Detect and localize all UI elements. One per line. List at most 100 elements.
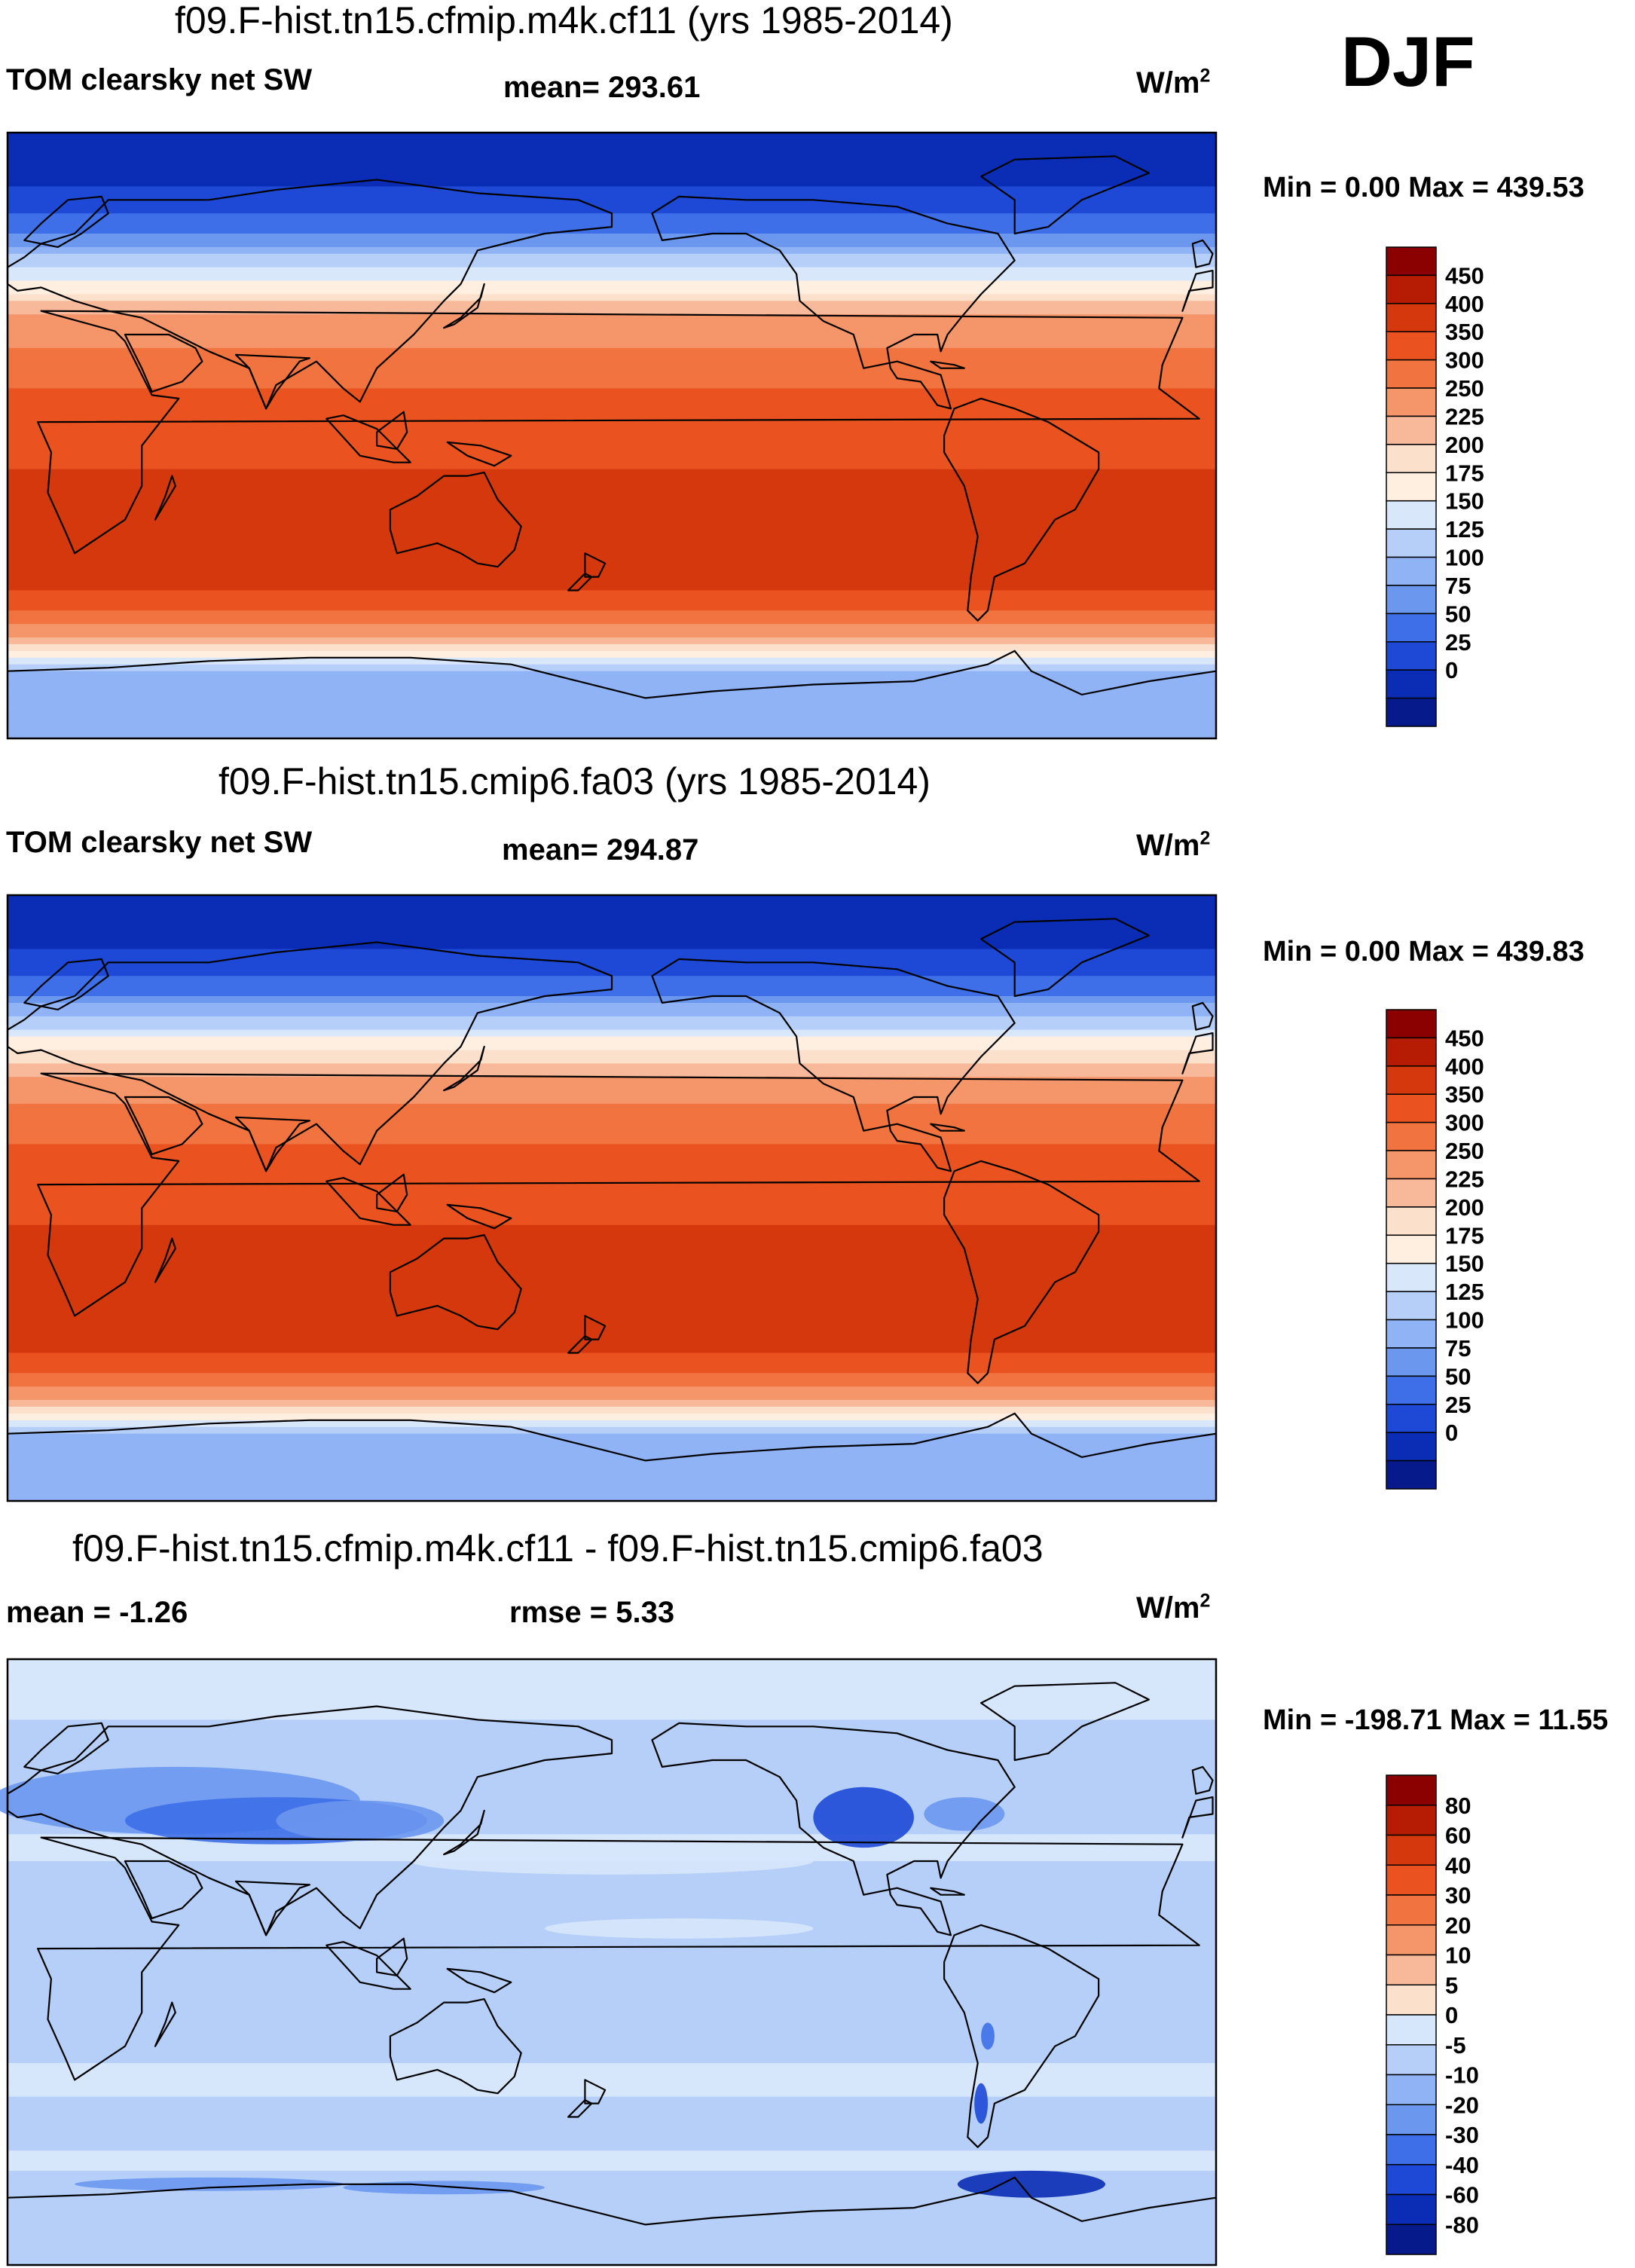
colorbar-swatch [1386, 1234, 1437, 1264]
zonal-band [8, 145, 1216, 154]
zonal-band [8, 1090, 1216, 1098]
zonal-band [8, 536, 1216, 544]
zonal-band [8, 1447, 1216, 1455]
zonal-band [8, 1406, 1216, 1414]
map2-coastline-4 [23, 958, 109, 1010]
map2-coastline-5 [234, 1116, 311, 1172]
zonal-band [8, 436, 1216, 443]
zonal-band [8, 684, 1216, 692]
zonal-band [8, 1968, 1216, 1976]
map3-coastline-4 [23, 1722, 109, 1774]
zonal-band [8, 455, 1216, 463]
zonal-band [8, 2218, 1216, 2225]
zonal-band [8, 1827, 1216, 1835]
panel1-title: f09.F-hist.tn15.cfmip.m4k.cf11 (yrs 1985… [175, 0, 953, 41]
panel3-rmse: rmse = 5.33 [509, 1596, 675, 1629]
zonal-band [8, 2096, 1216, 2104]
zonal-band [8, 1699, 1216, 1707]
zonal-band [8, 448, 1216, 457]
colorbar-tick-label: 100 [1445, 545, 1484, 571]
zonal-band [8, 922, 1216, 930]
zonal-band [8, 173, 1216, 181]
zonal-band [8, 1908, 1216, 1916]
panel2-units: W/m2 [1136, 829, 1210, 863]
colorbar-swatch [1386, 472, 1437, 502]
zonal-band [8, 1339, 1216, 1347]
zonal-band [8, 294, 1216, 301]
zonal-band [8, 1002, 1216, 1010]
zonal-band [8, 530, 1216, 537]
zonal-band [8, 523, 1216, 530]
anomaly-region [75, 2177, 344, 2191]
colorbar-swatch [1386, 1206, 1437, 1236]
map1-coastline-9 [443, 283, 485, 329]
colorbar-tick-label: 0 [1445, 2002, 1458, 2028]
zonal-band [8, 2238, 1216, 2245]
zonal-band [8, 307, 1216, 315]
zonal-band [8, 166, 1216, 174]
zonal-band [8, 718, 1216, 726]
zonal-band [8, 563, 1216, 571]
map1-coastline-14 [980, 155, 1150, 235]
zonal-band [8, 1753, 1216, 1761]
colorbar-swatch [1386, 415, 1437, 445]
zonal-band [8, 1332, 1216, 1340]
panel2-title: f09.F-hist.tn15.cmip6.fa03 (yrs 1985-201… [219, 760, 931, 802]
zonal-band [8, 549, 1216, 558]
zonal-band [8, 1780, 1216, 1788]
zonal-band [8, 2083, 1216, 2091]
map2-coastline-12 [567, 1335, 593, 1354]
colorbar-swatch [1386, 2193, 1437, 2225]
zonal-band [8, 1029, 1216, 1038]
zonal-band [8, 1157, 1216, 1165]
zonal-band [8, 301, 1216, 308]
zonal-band [8, 650, 1216, 659]
map2-coastline-0 [37, 1072, 1200, 1317]
map1-coastline-3 [124, 333, 203, 393]
map3-coastline-3 [124, 1860, 203, 1919]
colorbar-tick-label: -10 [1445, 2062, 1479, 2089]
panel1-minmax: Min = 0.00 Max = 439.53 [1263, 172, 1585, 203]
zonal-band [8, 1834, 1216, 1842]
colorbar-swatch [1386, 500, 1437, 530]
map3-coastline-14 [980, 1682, 1150, 1762]
map2-coastline-15 [943, 1160, 1100, 1384]
zonal-band [8, 139, 1216, 147]
zonal-band [8, 624, 1216, 631]
zonal-band [8, 2211, 1216, 2219]
zonal-band [8, 698, 1216, 705]
zonal-band [8, 1901, 1216, 1909]
zonal-band [8, 1325, 1216, 1334]
zonal-band [8, 556, 1216, 564]
map2-coastline-6 [325, 1177, 411, 1226]
zonal-band [8, 1881, 1216, 1889]
colorbar-tick-label: 20 [1445, 1912, 1471, 1939]
zonal-band [8, 543, 1216, 551]
zonal-band [8, 677, 1216, 686]
colorbar-tick-label: 300 [1445, 1110, 1484, 1136]
zonal-band [8, 1380, 1216, 1387]
zonal-band [8, 1814, 1216, 1821]
zonal-band [8, 1373, 1216, 1380]
zonal-band [8, 1719, 1216, 1727]
zonal-band [8, 1686, 1216, 1694]
zonal-band [8, 1915, 1216, 1922]
colorbar-tick-label: 0 [1445, 657, 1458, 683]
colorbar-swatch [1386, 2044, 1437, 2076]
zonal-band [8, 328, 1216, 335]
colorbar-tick-label: 200 [1445, 432, 1484, 458]
zonal-band [8, 1787, 1216, 1795]
map-panel-1 [6, 131, 1218, 740]
zonal-band [8, 1426, 1216, 1435]
zonal-band [8, 1467, 1216, 1475]
zonal-band [8, 1766, 1216, 1774]
colorbar-swatch [1386, 1319, 1437, 1349]
zonal-band [8, 253, 1216, 261]
zonal-band [8, 908, 1216, 916]
zonal-band [8, 1665, 1216, 1673]
colorbar-tick-label: 25 [1445, 629, 1471, 656]
zonal-band [8, 429, 1216, 436]
zonal-band [8, 955, 1216, 963]
colorbar-tick-label: -5 [1445, 2032, 1466, 2059]
zonal-band [8, 1672, 1216, 1680]
